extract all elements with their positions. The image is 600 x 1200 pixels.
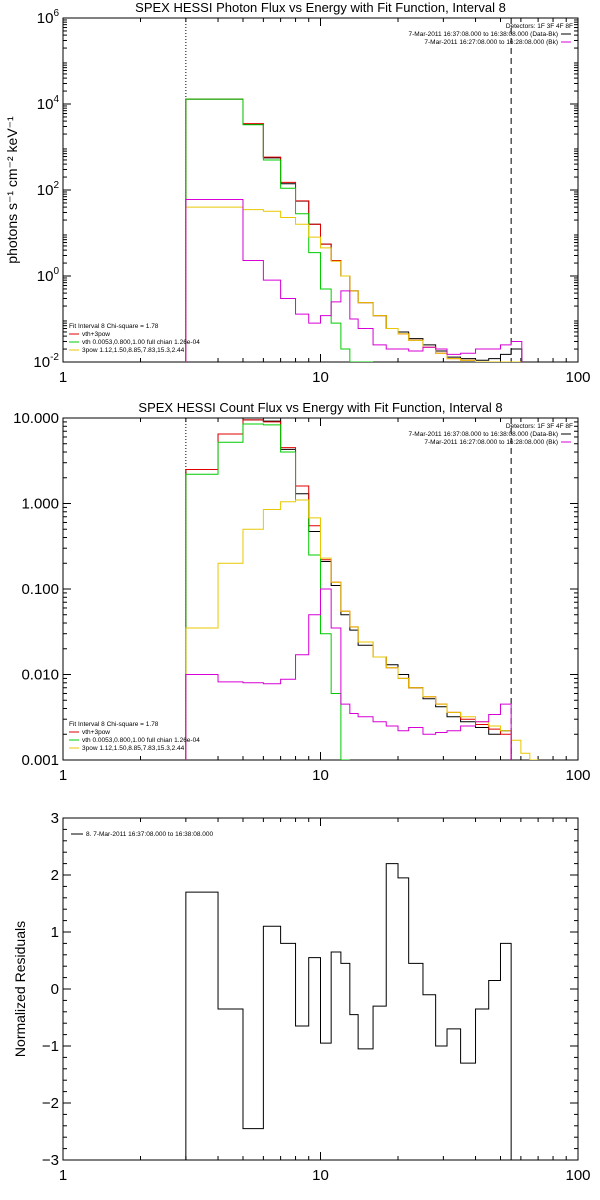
series-3pow bbox=[185, 499, 539, 760]
x-tick-label: 10 bbox=[312, 369, 329, 386]
legend-entry-right: 7-Mar-2011 16:37:08.000 to 16:38:08.000 … bbox=[409, 431, 558, 438]
series-vth-3pow bbox=[185, 419, 512, 760]
legend-entry-right: 7-Mar-2011 16:27:08.000 to 16:28:08.000 … bbox=[424, 39, 558, 46]
legend-entry-left: vth+3pow bbox=[82, 729, 110, 736]
x-tick-label: 1 bbox=[59, 767, 67, 784]
detectors-label: Detectors: 1F 3F 4F 8F bbox=[506, 423, 573, 430]
count-flux-panel: SPEX HESSI Count Flux vs Energy with Fit… bbox=[13, 400, 590, 784]
residuals-panel: 1 10 100 −3 −2 −1 0 1 2 3 Normalized Residuals 8. 7… bbox=[12, 810, 591, 1184]
series-vth bbox=[185, 423, 350, 760]
legend-entry-left: vth 0.0053,0.800,1.00 full chian 1.26e-0… bbox=[82, 737, 200, 744]
fit-interval-label: Fit Interval 8 Chi-square = 1.78 bbox=[69, 721, 159, 728]
y-axis-label: Normalized Residuals bbox=[12, 921, 28, 1057]
series-data-bk bbox=[185, 98, 523, 362]
series-bk bbox=[185, 588, 512, 760]
x-tick-label: 10 bbox=[312, 767, 329, 784]
x-tick-label: 100 bbox=[565, 369, 590, 386]
y-tick-label: 10-2 bbox=[33, 352, 59, 371]
y-tick-label: 104 bbox=[37, 94, 60, 113]
y-tick-label: 1 bbox=[51, 924, 59, 941]
x-tick-label: 1 bbox=[59, 1167, 67, 1184]
y-tick-label: 0.100 bbox=[21, 581, 59, 598]
photon-flux-panel: SPEX HESSI Photon Flux vs Energy with Fi… bbox=[4, 0, 591, 386]
x-tick-label: 1 bbox=[59, 369, 67, 386]
legend-entry-left: 3pow 1.12,1.50,8.85,7.83,15.3,2.44 bbox=[82, 347, 185, 354]
y-tick-label: 1.000 bbox=[21, 496, 59, 513]
y-tick-label: 10.000 bbox=[13, 410, 59, 427]
series-data-bk bbox=[185, 419, 512, 760]
y-tick-label: 0.010 bbox=[21, 667, 59, 684]
y-tick-label: 3 bbox=[51, 810, 59, 827]
series-vth-3pow bbox=[185, 98, 522, 362]
y-tick-label: 100 bbox=[37, 266, 60, 285]
y-tick-label: 102 bbox=[37, 180, 60, 199]
legend-entry-left: 8. 7-Mar-2011 16:37:08.000 to 16:38:08.0… bbox=[86, 831, 213, 838]
chart-title: SPEX HESSI Count Flux vs Energy with Fit… bbox=[138, 400, 502, 415]
series-3pow bbox=[185, 206, 522, 362]
legend-entry-left: 3pow 1.12,1.50,8.85,7.83,15.3,2.44 bbox=[82, 745, 185, 752]
y-tick-label: 106 bbox=[37, 8, 60, 27]
series-residuals bbox=[185, 863, 522, 1160]
y-tick-label: −1 bbox=[42, 1038, 59, 1055]
y-tick-label: 0 bbox=[51, 981, 59, 998]
legend-entry-right: 7-Mar-2011 16:37:08.000 to 16:38:08.000 … bbox=[409, 31, 558, 38]
plot-frame bbox=[62, 17, 579, 363]
y-axis-label: photons s⁻¹ cm⁻² keV⁻¹ bbox=[4, 116, 20, 264]
detectors-label: Detectors: 1F 3F 4F 8F bbox=[506, 23, 573, 30]
x-tick-label: 100 bbox=[565, 767, 590, 784]
x-tick-label: 10 bbox=[312, 1167, 329, 1184]
y-tick-label: −2 bbox=[42, 1095, 59, 1112]
y-tick-label: 2 bbox=[51, 867, 59, 884]
chart-title: SPEX HESSI Photon Flux vs Energy with Fi… bbox=[135, 0, 506, 15]
legend-entry-right: 7-Mar-2011 16:27:08.000 to 16:28:08.000 … bbox=[424, 439, 558, 446]
series-bk bbox=[185, 199, 523, 362]
legend-entry-left: vth 0.0053,0.800,1.00 full chian 1.26e-0… bbox=[82, 339, 200, 346]
fit-interval-label: Fit Interval 8 Chi-square = 1.78 bbox=[69, 323, 159, 330]
y-tick-label: 0.001 bbox=[21, 752, 59, 769]
legend-entry-left: vth+3pow bbox=[82, 331, 110, 338]
y-tick-label: −3 bbox=[42, 1152, 59, 1169]
x-tick-label: 100 bbox=[565, 1167, 590, 1184]
series-vth bbox=[185, 98, 374, 362]
